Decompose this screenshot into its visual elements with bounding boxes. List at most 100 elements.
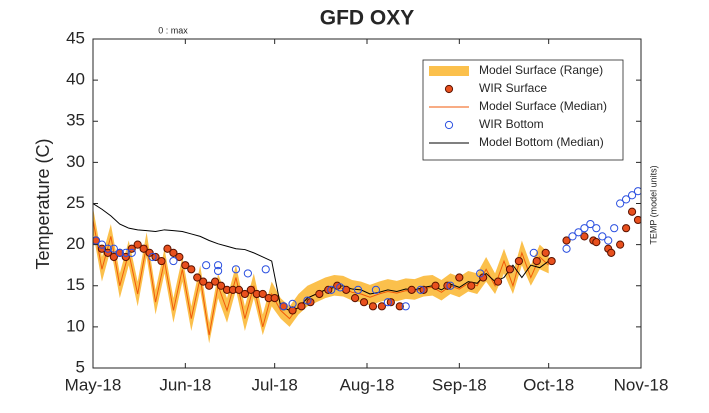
point (303, 296, 312, 305)
point (368, 302, 378, 311)
point (493, 277, 503, 286)
legend-label: WIR Surface (479, 81, 547, 95)
point (213, 266, 223, 276)
y-tick-label: 20 (66, 234, 85, 253)
point (627, 207, 637, 216)
point (148, 252, 157, 262)
point (139, 244, 148, 253)
point (622, 224, 631, 233)
point (395, 302, 404, 311)
range-area (93, 207, 549, 344)
point (199, 277, 208, 286)
x-tick-label: Jun-18 (159, 375, 211, 394)
point (127, 244, 136, 253)
point (467, 281, 476, 290)
point (455, 273, 464, 282)
point (371, 285, 381, 294)
x-tick-label: Jul-18 (252, 375, 298, 394)
chart-title: GFD OXY (320, 7, 415, 30)
point (279, 302, 288, 311)
point (359, 298, 369, 307)
point (547, 256, 556, 266)
point (616, 199, 625, 208)
point (297, 302, 306, 311)
point (419, 285, 428, 294)
point (213, 261, 223, 270)
point (121, 252, 130, 262)
point (121, 248, 130, 257)
point (532, 256, 541, 266)
point (633, 215, 641, 225)
point (315, 289, 324, 299)
point (407, 285, 416, 294)
point (216, 281, 226, 290)
point (529, 248, 538, 257)
point (336, 283, 345, 292)
point (443, 281, 452, 290)
legend-label: Model Surface (Median) (479, 99, 607, 113)
point (592, 224, 601, 233)
point (627, 191, 637, 200)
legend: Model Surface (Range) WIR Surface Model Su… (422, 59, 624, 161)
y-axis-label: Temperature (C) (33, 138, 53, 269)
point (205, 281, 214, 290)
y-tick-label: 25 (66, 193, 85, 212)
legend-label: Model Surface (Range) (479, 63, 603, 77)
x-tick-label: Sep-18 (432, 375, 487, 394)
point (580, 224, 589, 233)
point (258, 289, 267, 299)
point (622, 195, 631, 204)
point (514, 256, 523, 266)
annotation: 0 : max (158, 25, 188, 35)
point (109, 252, 118, 262)
point (97, 240, 107, 249)
point (261, 265, 270, 274)
point (416, 285, 425, 294)
point (175, 252, 184, 262)
point (202, 261, 211, 270)
y-tick-label: 30 (66, 152, 85, 171)
point (562, 244, 571, 253)
point (353, 285, 363, 294)
x-tick-label: Aug-18 (340, 375, 395, 394)
point (633, 187, 641, 196)
point (127, 248, 136, 257)
y-tick-label: 10 (66, 316, 85, 335)
point (157, 256, 166, 266)
point (568, 232, 577, 241)
point (234, 285, 244, 294)
point (211, 277, 220, 286)
point (97, 244, 107, 253)
x-tick-label: Oct-18 (523, 375, 574, 394)
point (350, 293, 360, 303)
point (610, 224, 619, 233)
point (431, 281, 440, 290)
point (327, 285, 336, 294)
point (109, 244, 118, 253)
point (604, 236, 613, 245)
point (103, 248, 112, 257)
point (386, 298, 395, 307)
legend-swatch (444, 84, 454, 94)
point (231, 265, 241, 274)
point (377, 302, 386, 311)
point (145, 248, 154, 257)
point (586, 219, 595, 229)
y-tick-label: 5 (76, 357, 85, 376)
point (616, 240, 625, 249)
point (288, 299, 297, 308)
plot-area (93, 187, 641, 344)
y-tick-label: 15 (66, 275, 85, 294)
x-tick-label: May-18 (65, 375, 122, 394)
point (541, 248, 550, 257)
point (476, 269, 485, 278)
legend-label: WIR Bottom (479, 117, 544, 131)
y-tick-label: 35 (66, 111, 85, 130)
point (607, 248, 616, 257)
point (401, 302, 410, 311)
point (592, 238, 601, 247)
point (133, 240, 142, 249)
point (383, 298, 392, 307)
annotation: TEMP (model units) (648, 165, 658, 244)
point (324, 285, 333, 294)
